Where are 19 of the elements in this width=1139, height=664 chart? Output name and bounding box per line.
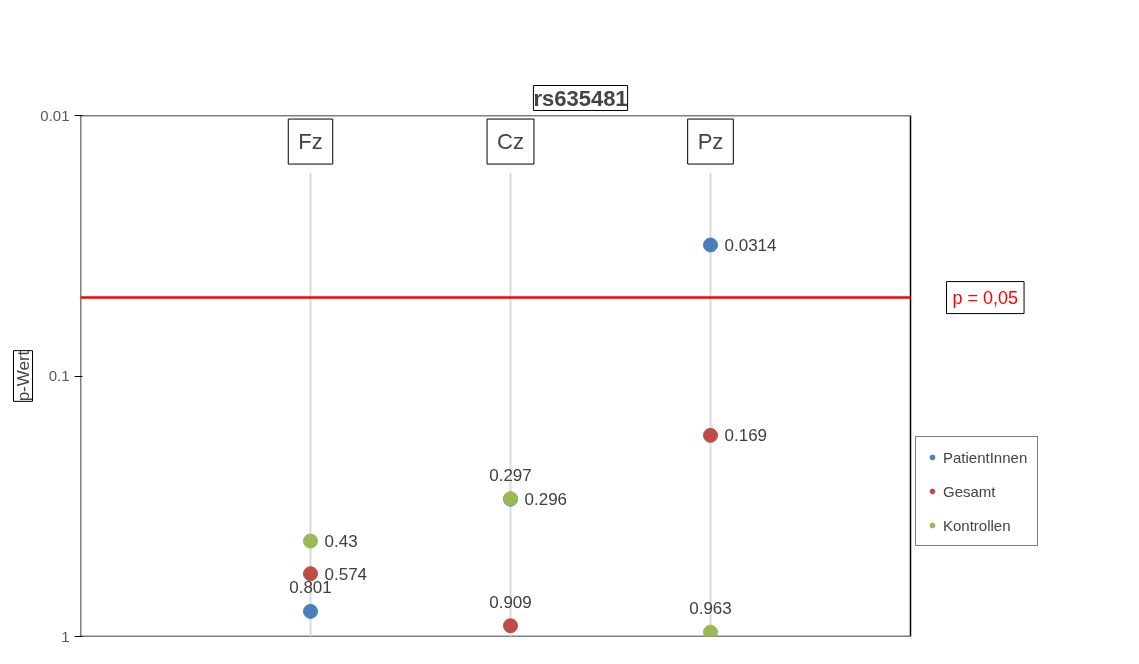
data-label: 0.43 [324, 532, 358, 552]
data-label: 0.296 [524, 489, 568, 509]
chart-title: rs635481 [533, 85, 628, 111]
data-label: 0.0314 [724, 235, 777, 255]
y-axis-title: p-Wert [13, 350, 33, 402]
legend-label: PatientInnen [943, 448, 1028, 466]
y-tick-label: 1 [61, 627, 70, 645]
data-label: 0.963 [689, 599, 732, 619]
legend-label: Kontrollen [943, 516, 1011, 534]
x-tick-label: Pz [697, 129, 724, 155]
data-label: 0.169 [724, 426, 768, 446]
y-tick-label: 0.01 [40, 106, 70, 124]
legend-label: Gesamt [943, 482, 996, 500]
x-tick-label: Fz [298, 129, 323, 155]
data-label: 0.909 [489, 592, 532, 612]
data-label: 0.297 [489, 466, 532, 486]
y-tick-label: 0.1 [48, 367, 70, 384]
ref-line-label: p = 0,05 [952, 287, 1019, 308]
x-tick-label: Cz [497, 129, 524, 155]
